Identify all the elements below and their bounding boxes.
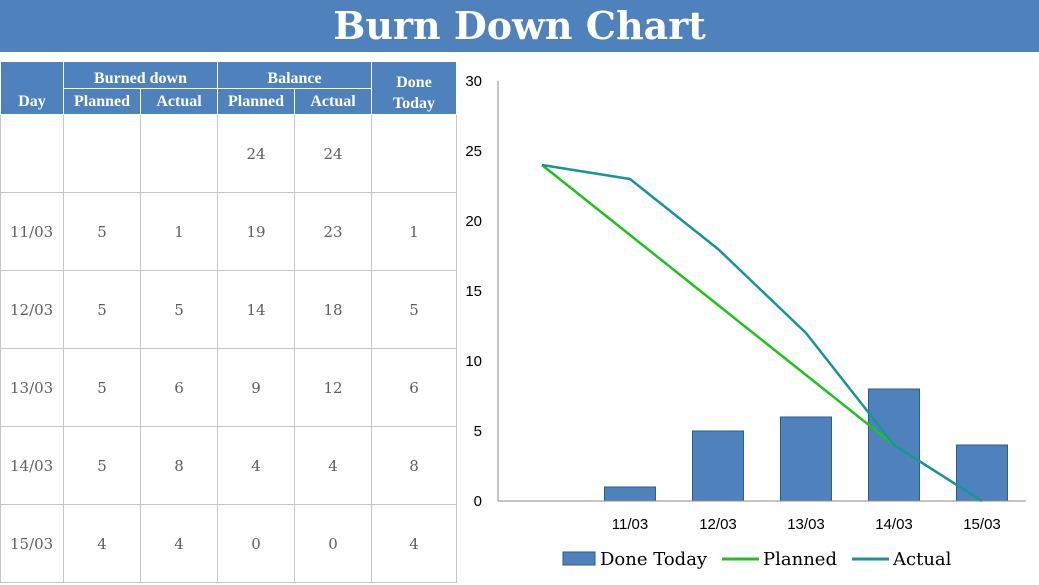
legend-swatch-done-today [562,551,596,566]
table-row: 12/03 5 5 14 18 5 [0,270,458,349]
cell-burned-planned [63,114,141,193]
cell-balance-actual: 4 [294,426,373,505]
burn-down-chart: 0 5 10 15 20 25 30 11/03 12/03 13/03 14/03 15/03 D… [465,73,1026,570]
cell-done-today: 8 [371,426,458,505]
cell-balance-actual: 24 [294,114,373,193]
header-burned-down: Burned down [62,61,219,89]
cell-balance-actual: 12 [294,348,373,427]
cell-balance-planned: 19 [217,192,296,271]
header-balance: Balance [217,61,373,89]
y-tick-label: 20 [465,213,482,230]
header-burned-planned: Planned [63,88,141,115]
cell-burned-planned: 5 [63,426,141,505]
table-row: 13/03 5 6 9 12 6 [0,348,458,427]
line-series [541,163,983,503]
cell-balance-planned: 9 [217,348,296,427]
x-tick-label: 13/03 [787,516,825,533]
cell-balance-actual: 18 [294,270,373,349]
cell-done-today: 4 [371,504,458,583]
header-balance-planned: Planned [217,88,296,115]
header-done-today-line1: Done [396,74,432,91]
line-actual [541,163,983,503]
cell-done-today: 6 [371,348,458,427]
cell-day: 11/03 [0,192,64,271]
y-tick-label: 15 [465,283,482,300]
page-title: Burn Down Chart [0,0,1039,52]
table-row: 14/03 5 8 4 4 8 [0,426,458,505]
cell-burned-actual: 4 [139,504,219,583]
header-burned-actual: Actual [139,88,219,115]
header-done-today-line2: Today [392,95,436,112]
cell-burned-actual: 8 [139,426,219,505]
bar-done-today [691,430,745,502]
y-tick-label: 5 [474,423,482,440]
x-tick-label: 12/03 [699,516,737,533]
y-tick-label: 25 [465,143,482,160]
header-day: Day [0,61,64,115]
bar-done-today [779,416,833,502]
cell-burned-actual: 5 [139,270,219,349]
x-tick-label: 14/03 [875,516,913,533]
cell-burned-planned: 5 [63,192,141,271]
table-row: 11/03 5 1 19 23 1 [0,192,458,271]
cell-burned-planned: 5 [63,270,141,349]
cell-done-today: 1 [371,192,458,271]
chart-legend: Done Today Planned Actual [562,549,952,570]
y-tick-label: 0 [474,493,482,510]
cell-burned-planned: 4 [63,504,141,583]
x-axis-ticks: 11/03 12/03 13/03 14/03 15/03 [612,516,1001,533]
cell-balance-planned: 24 [217,114,296,193]
y-tick-label: 10 [465,353,482,370]
cell-balance-planned: 14 [217,270,296,349]
y-tick-label: 30 [465,73,482,90]
legend-label-done-today: Done Today [600,549,708,570]
cell-balance-planned: 4 [217,426,296,505]
cell-day: 14/03 [0,426,64,505]
legend-label-actual: Actual [892,549,952,570]
cell-day: 15/03 [0,504,64,583]
table-row: 24 24 [0,114,458,193]
cell-day: 12/03 [0,270,64,349]
cell-balance-actual: 0 [294,504,373,583]
cell-burned-planned: 5 [63,348,141,427]
cell-day: 13/03 [0,348,64,427]
bar-series-done-today [603,388,1009,502]
x-tick-label: 15/03 [963,516,1001,533]
cell-day [0,114,64,193]
cell-balance-actual: 23 [294,192,373,271]
cell-burned-actual [139,114,219,193]
header-balance-actual: Actual [294,88,373,115]
table-row: 15/03 4 4 0 0 4 [0,504,458,583]
cell-balance-planned: 0 [217,504,296,583]
legend-label-planned: Planned [763,549,837,570]
cell-burned-actual: 1 [139,192,219,271]
cell-done-today [371,114,458,193]
header-done-today: Done Today [371,61,458,115]
x-tick-label: 11/03 [612,516,648,533]
bar-done-today [603,486,657,502]
bar-done-today [955,444,1009,502]
y-axis-ticks: 0 5 10 15 20 25 30 [465,73,482,510]
cell-burned-actual: 6 [139,348,219,427]
cell-done-today: 5 [371,270,458,349]
burn-down-table: Day Burned down Balance Done Today Plann… [0,61,458,583]
